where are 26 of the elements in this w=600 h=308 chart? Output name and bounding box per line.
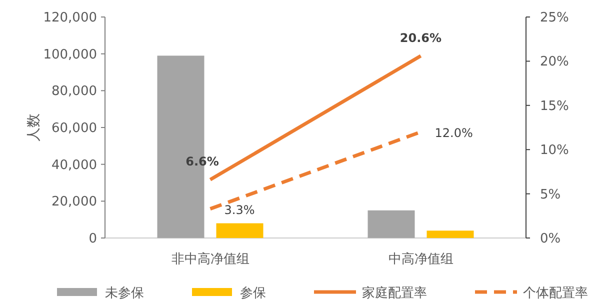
bar (216, 223, 264, 238)
x-tick-label: 中高净值组 (388, 251, 454, 267)
y-axis-title: 人数 (26, 114, 42, 142)
y2-tick-label: 15% (540, 98, 569, 114)
legend-label: 个体配置率 (523, 285, 588, 301)
legend-label: 未参保 (105, 286, 144, 301)
y2-tick-label: 25% (540, 10, 569, 26)
legend-label: 参保 (240, 286, 266, 301)
y-tick-label: 60,000 (52, 121, 97, 136)
y-tick-label: 40,000 (52, 158, 97, 173)
bar (368, 210, 415, 238)
data-label: 20.6% (400, 30, 442, 45)
legend-label: 家庭配置率 (362, 285, 427, 301)
y2-tick-label: 0% (540, 232, 561, 246)
y-tick-label: 100,000 (43, 47, 97, 62)
bar (426, 230, 474, 238)
y-tick-label: 80,000 (52, 84, 97, 100)
y-tick-label: 120,000 (43, 10, 97, 26)
y-tick-label: 0 (88, 232, 97, 246)
y2-tick-label: 20% (540, 54, 569, 70)
y-tick-label: 20,000 (52, 194, 97, 210)
data-label: 3.3% (224, 202, 255, 217)
x-tick-label: 非中高净值组 (171, 251, 250, 267)
y2-tick-label: 10% (540, 143, 569, 158)
y2-tick-label: 5% (540, 187, 561, 202)
data-label: 12.0% (434, 126, 473, 140)
